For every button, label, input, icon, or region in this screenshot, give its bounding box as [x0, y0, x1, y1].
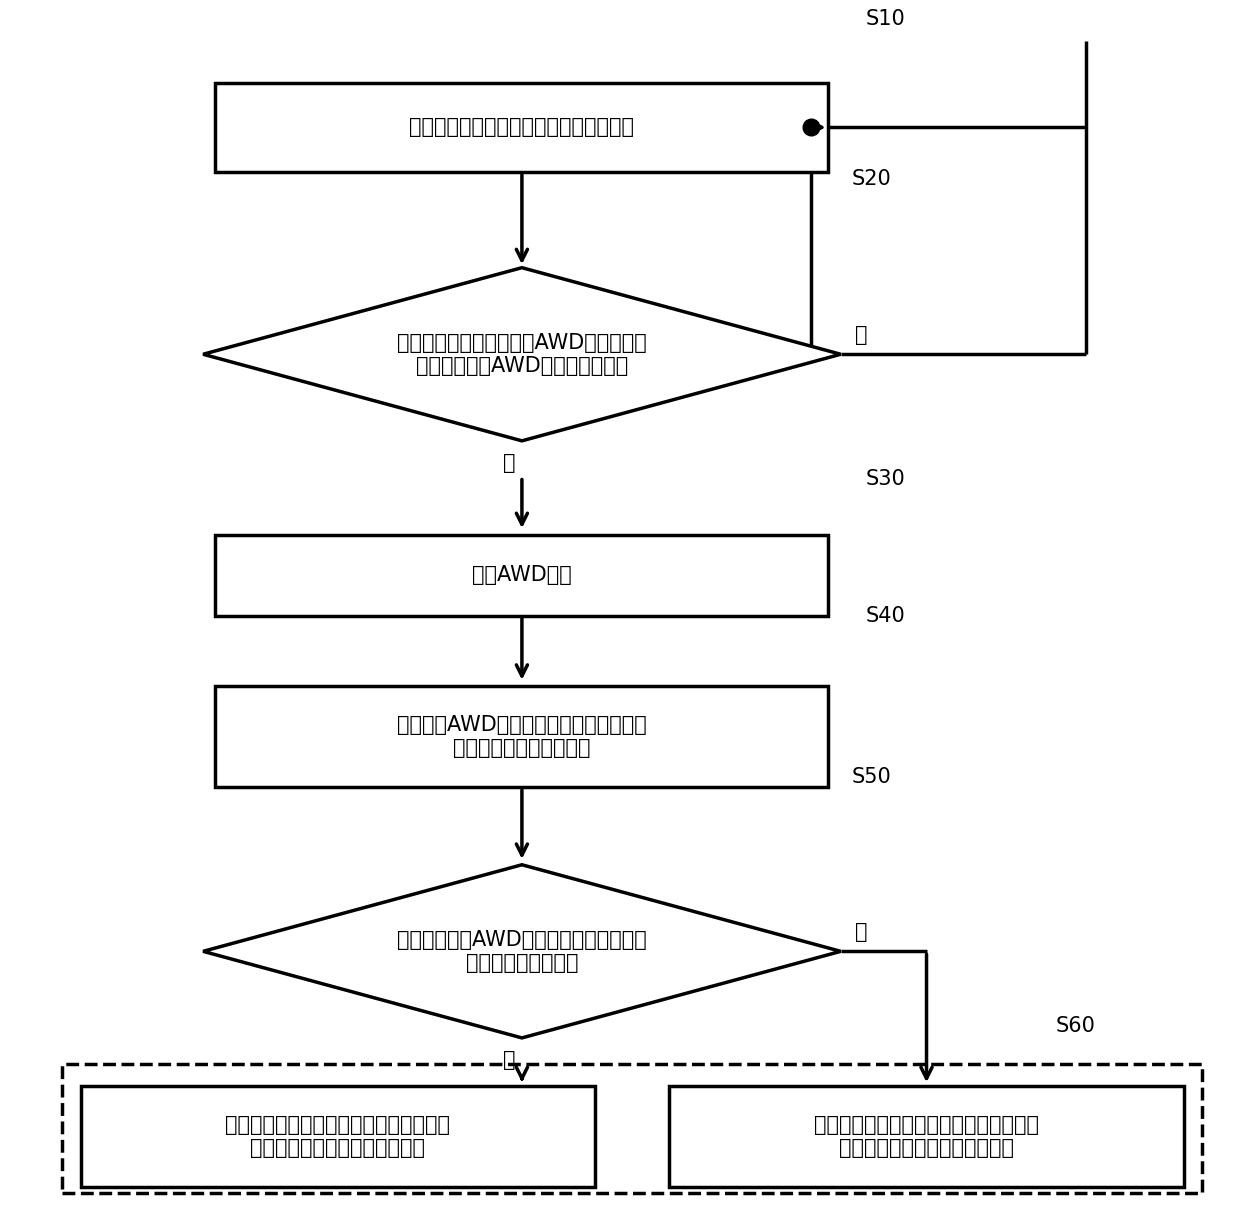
Text: 否: 否	[856, 922, 868, 941]
Polygon shape	[203, 864, 841, 1038]
Text: 判断当前触发AWD中断的条件是否是所述
信号值超过上限阈值: 判断当前触发AWD中断的条件是否是所述 信号值超过上限阈值	[397, 929, 647, 973]
Text: 触发AWD中断: 触发AWD中断	[472, 565, 572, 585]
Bar	[216, 83, 828, 172]
Text: S10: S10	[866, 9, 905, 29]
Text: S60: S60	[1055, 1016, 1095, 1035]
Text: 否: 否	[856, 325, 868, 344]
Bar	[81, 1085, 595, 1187]
Text: S30: S30	[866, 469, 905, 490]
Bar	[670, 1085, 1184, 1187]
Bar	[62, 1063, 1203, 1193]
Text: 是: 是	[503, 1050, 516, 1070]
Text: S50: S50	[852, 767, 892, 786]
Bar	[216, 686, 828, 788]
Text: 扫描接收到的模拟信号并实时采样信号值: 扫描接收到的模拟信号并实时采样信号值	[409, 117, 635, 138]
Text: 是: 是	[503, 453, 516, 473]
Text: 记录触发AWD中断时系统时钟的计数值，
计算模拟信号的半周期值: 记录触发AWD中断时系统时钟的计数值， 计算模拟信号的半周期值	[397, 714, 647, 758]
Polygon shape	[203, 267, 841, 441]
Text: 将上限阈值设置为预设最大上限值，并将
下限阈值设置为预设正常下限值: 将上限阈值设置为预设最大上限值，并将 下限阈值设置为预设正常下限值	[226, 1115, 450, 1158]
Text: S40: S40	[866, 606, 905, 626]
Text: 判断所述信号值是否超过AWD中断的上限
阈值或者低于AWD中断的下限阈值: 判断所述信号值是否超过AWD中断的上限 阈值或者低于AWD中断的下限阈值	[397, 332, 647, 376]
Text: S20: S20	[852, 170, 892, 189]
Text: 将上限阈值设置为预设正常上限值，并将
下限阈值设置为预设最小下限值: 将上限阈值设置为预设正常上限值，并将 下限阈值设置为预设最小下限值	[813, 1115, 1039, 1158]
Bar	[216, 535, 828, 615]
